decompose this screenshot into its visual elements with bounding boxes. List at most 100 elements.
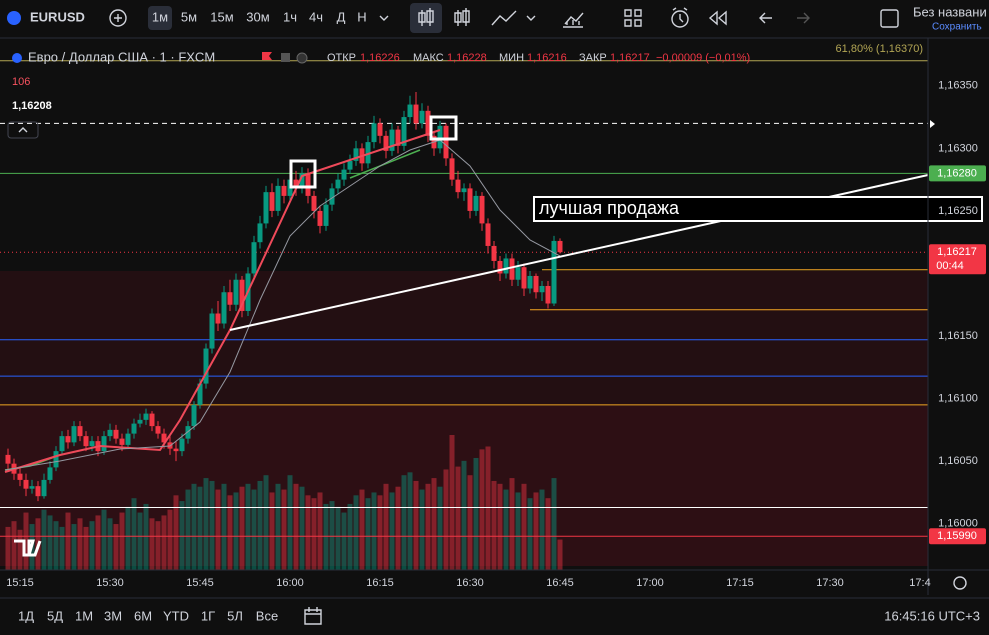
volume-bar — [59, 526, 65, 570]
volume-bar — [317, 492, 323, 570]
volume-bar — [395, 486, 401, 570]
volume-bar — [227, 495, 233, 570]
calendar-icon[interactable] — [304, 607, 322, 625]
range-button[interactable]: 6М — [134, 608, 152, 623]
volume-bar — [173, 495, 179, 570]
price-label: 1,16217 — [937, 246, 977, 258]
zone — [0, 406, 928, 566]
volume-bar — [161, 515, 167, 570]
volume-bar — [437, 486, 443, 570]
interval-menu[interactable] — [379, 15, 389, 21]
volume-bar — [257, 480, 263, 570]
volume-bar — [545, 498, 551, 570]
tv-logo — [14, 539, 42, 557]
indicators-icon[interactable] — [563, 12, 584, 28]
volume-bar — [17, 529, 23, 570]
x-tick-label: 17:4 — [909, 577, 930, 589]
replay-icon[interactable] — [708, 10, 727, 26]
interval-active — [148, 6, 172, 30]
undo-icon[interactable] — [759, 12, 772, 24]
alert-icon[interactable] — [671, 10, 689, 28]
low-value: 1,16216 — [527, 52, 567, 64]
interval[interactable]: 4ч — [309, 9, 323, 24]
candle-body — [41, 479, 47, 497]
candle-body — [383, 135, 389, 151]
volume-bar — [287, 475, 293, 570]
candle-body — [83, 436, 89, 447]
symbol[interactable]: EURUSD — [30, 9, 85, 24]
volume-bar — [179, 501, 185, 570]
high-label: МАКС — [413, 52, 444, 64]
close-value: 1,16217 — [610, 52, 650, 64]
candle-body — [557, 240, 563, 253]
layout-name[interactable]: Без названи — [913, 4, 987, 19]
x-tick-label: 15:45 — [186, 577, 214, 589]
volume-bar — [47, 515, 53, 570]
candle-body — [107, 429, 113, 437]
interval[interactable]: 1ч — [283, 9, 297, 24]
price-label: 1,15990 — [937, 530, 977, 542]
volume-bar — [131, 498, 137, 570]
range-group: 1Д 5Д 1М 3М 6М YTD 1Г 5Л Все — [18, 608, 278, 623]
candle-body — [149, 413, 155, 427]
indicator-value: 1,16208 — [12, 100, 52, 112]
volume-bar — [41, 509, 47, 570]
volume-bar — [269, 492, 275, 570]
volume-bar — [449, 435, 455, 570]
change-value: −0,00009 (−0,01%) — [656, 52, 750, 64]
volume-bar — [251, 489, 257, 570]
range-button[interactable]: 1Г — [201, 608, 215, 623]
volume-bar — [239, 486, 245, 570]
interval[interactable]: Н — [357, 9, 366, 24]
range-button[interactable]: 5Д — [47, 608, 63, 623]
candle-body — [437, 125, 443, 149]
interval[interactable]: 30м — [246, 9, 269, 24]
collapse-button[interactable] — [7, 121, 39, 139]
volume-bar — [509, 478, 515, 570]
range-button[interactable]: YTD — [163, 608, 189, 623]
range-button[interactable]: 5Л — [227, 608, 243, 623]
volume-bar — [401, 475, 407, 570]
range-button[interactable]: 1Д — [18, 608, 34, 623]
interval[interactable]: 15м — [210, 9, 233, 24]
range-button[interactable]: Все — [256, 608, 278, 623]
candle-body — [113, 429, 119, 439]
drawing-line — [349, 149, 421, 179]
volume-bar — [71, 524, 77, 570]
chart-type-active[interactable] — [410, 3, 442, 33]
volume-bar — [23, 512, 29, 570]
layout-icon[interactable] — [624, 9, 642, 27]
price-arrow — [930, 120, 935, 128]
zone — [0, 271, 928, 566]
range-button[interactable]: 1М — [75, 608, 93, 623]
interval[interactable]: 1м — [152, 9, 168, 24]
range-button[interactable]: 3М — [104, 608, 122, 623]
candle-body — [227, 292, 233, 305]
flag-icon[interactable] — [262, 52, 272, 60]
bars-icon[interactable] — [454, 8, 470, 26]
redo-icon[interactable] — [797, 12, 810, 24]
volume-bar — [521, 483, 527, 570]
chart-type-menu[interactable] — [526, 15, 536, 21]
layout-checkbox[interactable] — [880, 9, 899, 28]
volume-bar — [491, 480, 497, 570]
volume-bar — [461, 460, 467, 570]
volume-bar — [185, 489, 191, 570]
y-tick-label: 1,16250 — [938, 205, 978, 217]
settings-icon[interactable] — [953, 576, 967, 590]
volume-bar — [209, 480, 215, 570]
candle-body — [215, 313, 221, 324]
y-tick-label: 1,16300 — [938, 142, 978, 154]
interval[interactable]: 5м — [181, 9, 197, 24]
line-icon[interactable] — [491, 10, 517, 26]
add-symbol[interactable] — [109, 9, 127, 27]
save-status[interactable]: Сохранить — [932, 22, 982, 33]
candle-body — [47, 467, 53, 480]
volume-bar — [455, 466, 461, 570]
candle-body — [119, 438, 125, 445]
volume-bar — [371, 492, 377, 570]
volume-bar — [275, 483, 281, 570]
candle-body — [251, 242, 257, 274]
interval[interactable]: Д — [337, 9, 346, 24]
